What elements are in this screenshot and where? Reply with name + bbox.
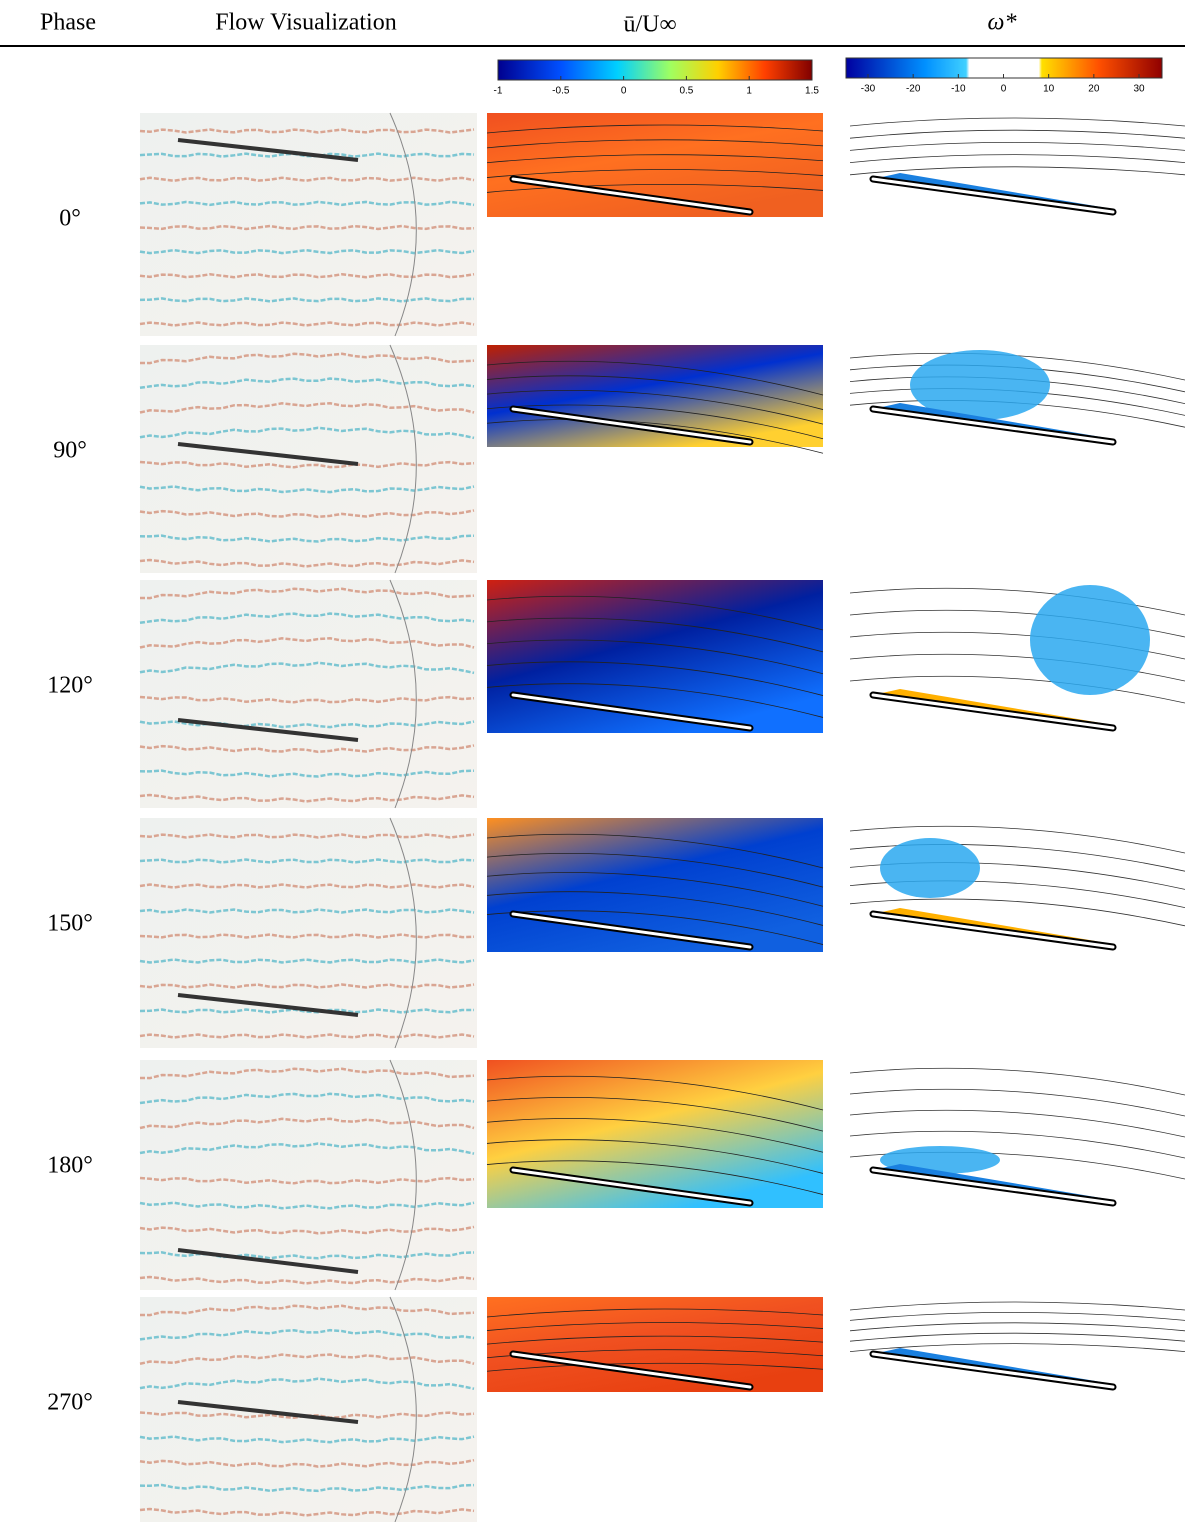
velocity-field	[487, 580, 823, 733]
flow-photo	[140, 580, 477, 808]
flow-photo	[140, 113, 477, 336]
colorbar-tick-label: -30	[861, 84, 876, 95]
streamline	[850, 155, 1185, 163]
plate	[873, 695, 1113, 728]
header-flow: Flow Visualization	[215, 10, 396, 36]
velocity-colorbar	[498, 60, 812, 80]
colorbar-tick-label: 30	[1133, 84, 1145, 95]
plate	[873, 914, 1113, 947]
phase-label: 180°	[47, 1153, 93, 1179]
flow-photo	[140, 345, 477, 573]
streamline	[850, 130, 1185, 138]
streamline	[850, 142, 1185, 150]
velocity-bg	[487, 580, 823, 733]
flow-photo	[140, 1297, 477, 1522]
colorbar-tick-label: 1	[746, 86, 752, 97]
phase-label: 150°	[47, 911, 93, 937]
colorbar-tick-label: -10	[951, 84, 966, 95]
colorbar-tick-label: 1.5	[805, 86, 819, 97]
streamline	[850, 118, 1185, 126]
velocity-field	[487, 113, 823, 217]
plate	[873, 179, 1113, 212]
vorticity-field	[850, 1302, 1185, 1387]
header-velocity: ū/U∞	[623, 12, 676, 38]
streamline	[850, 1068, 1185, 1095]
vorticity-field	[850, 826, 1185, 947]
plate	[873, 1354, 1113, 1387]
streamline	[850, 1302, 1185, 1310]
velocity-bg	[487, 1297, 823, 1392]
vorticity-field	[850, 585, 1185, 728]
flow-photo	[140, 818, 477, 1048]
streamline	[850, 1323, 1185, 1331]
velocity-bg	[487, 1060, 823, 1208]
velocity-field	[487, 1060, 823, 1208]
vortex	[1030, 585, 1150, 695]
colorbar-tick-label: -20	[906, 84, 921, 95]
vortex	[880, 838, 980, 898]
vorticity-field	[850, 350, 1185, 442]
vorticity-field	[850, 118, 1185, 212]
figure: Phase Flow Visualization ū/U∞ ω* -1 -0.5 0…	[0, 0, 1185, 1522]
phase-label: 0°	[59, 206, 81, 232]
flow-photo	[140, 1060, 477, 1290]
velocity-field	[487, 818, 823, 952]
colorbar-tick-label: 0.5	[679, 86, 693, 97]
streamline	[850, 1089, 1185, 1116]
header-vorticity: ω*	[988, 10, 1017, 36]
colorbar-tick-label: -1	[494, 86, 503, 97]
phase-label: 90°	[53, 438, 87, 464]
plate	[873, 1170, 1113, 1203]
colorbar-tick-label: -0.5	[552, 86, 570, 97]
streamline	[850, 1110, 1185, 1137]
phase-label: 270°	[47, 1390, 93, 1416]
colorbar-tick-label: 10	[1043, 84, 1055, 95]
photo-bg	[140, 113, 477, 336]
streamline	[850, 1333, 1185, 1341]
streamline	[850, 1312, 1185, 1320]
velocity-field	[487, 1297, 823, 1392]
vorticity-field	[850, 1068, 1185, 1203]
header-phase: Phase	[40, 10, 96, 36]
colorbar-tick-label: 0	[621, 86, 627, 97]
colorbar-tick-label: 20	[1088, 84, 1100, 95]
phase-label: 120°	[47, 673, 93, 699]
photo-bg	[140, 818, 477, 1048]
velocity-field	[487, 345, 823, 453]
colorbar-tick-label: 0	[1001, 84, 1007, 95]
